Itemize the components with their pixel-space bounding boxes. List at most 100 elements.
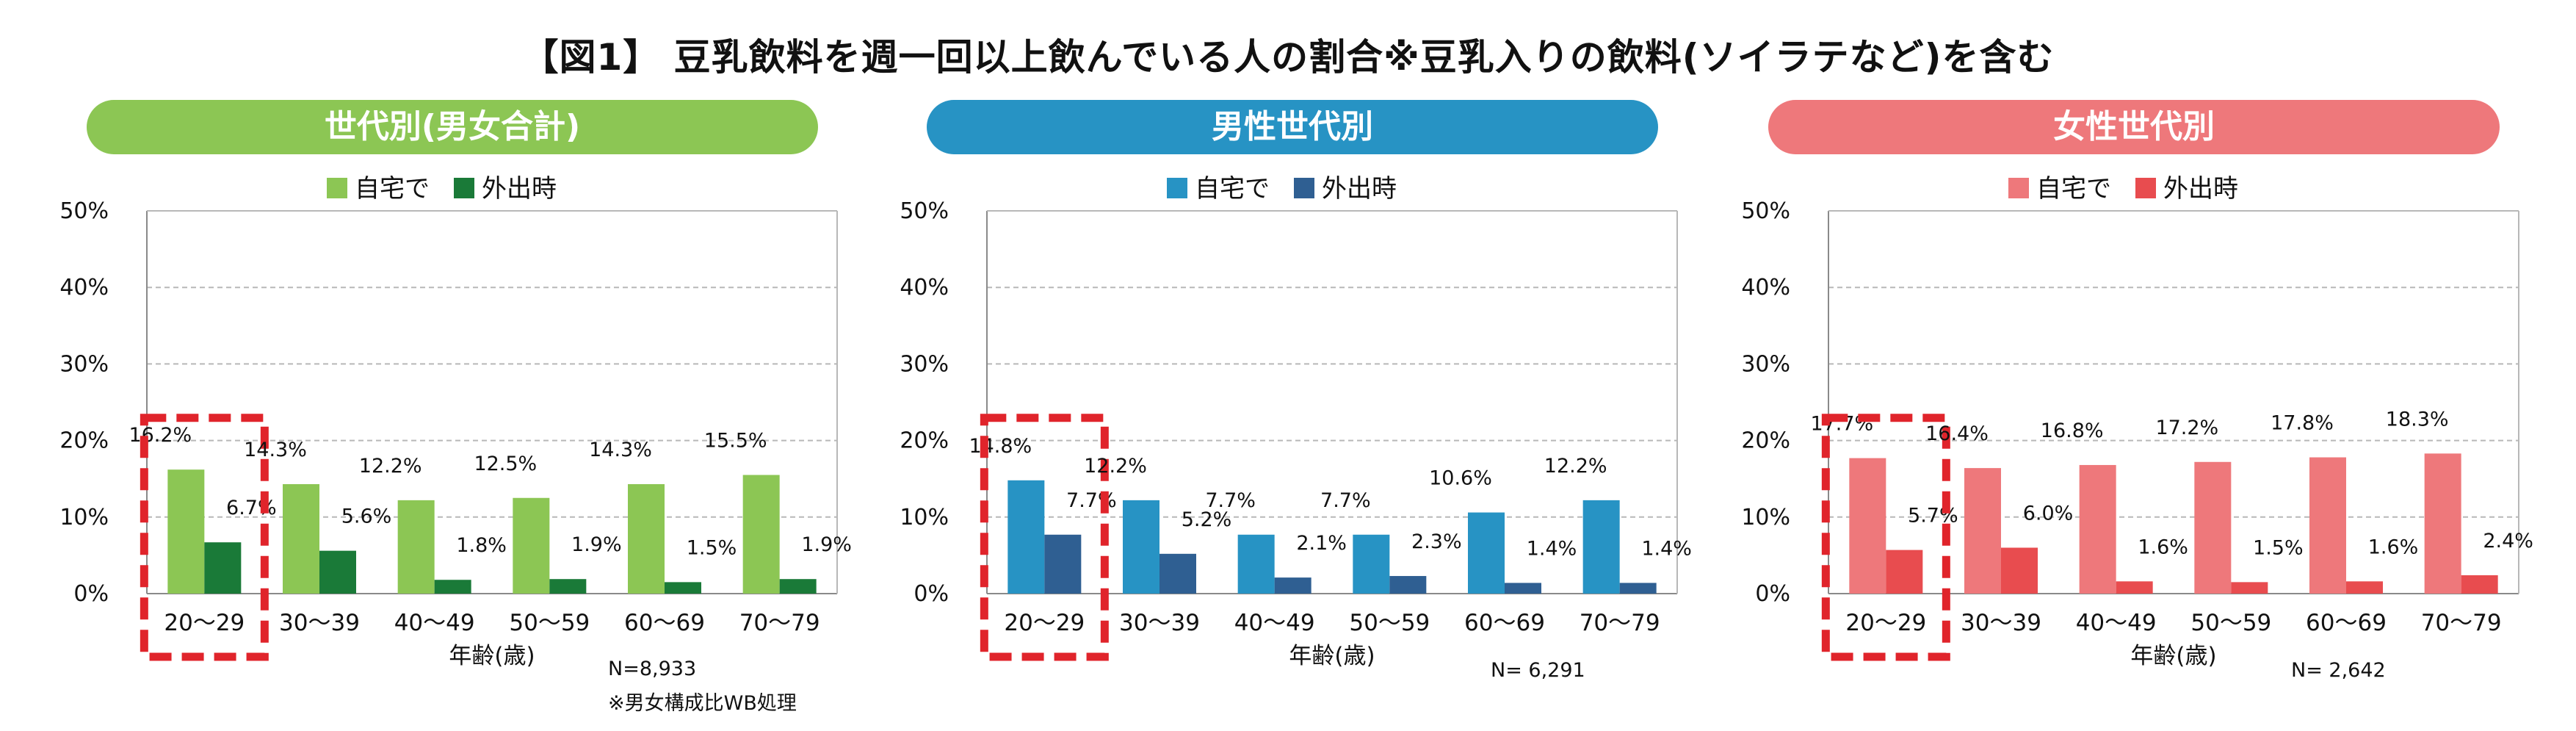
bar	[1468, 512, 1505, 594]
data-label: 18.3%	[2386, 408, 2449, 431]
bar	[2116, 581, 2153, 594]
bar	[779, 579, 817, 594]
y-tick-label: 0%	[73, 581, 109, 607]
x-tick-label: 40～49	[1234, 610, 1315, 636]
data-label: 10.6%	[1429, 467, 1492, 490]
legend-swatch	[2008, 178, 2029, 198]
y-tick-label: 30%	[1741, 351, 1790, 377]
y-tick-label: 40%	[900, 275, 949, 300]
chart-title-pill: 男性世代別	[927, 100, 1658, 154]
x-axis-label: 年齢(歳)	[449, 643, 535, 669]
bar	[1007, 480, 1045, 594]
data-label: 14.8%	[969, 435, 1032, 458]
y-tick-label: 0%	[913, 581, 949, 607]
chart-title-pill: 女性世代別	[1768, 100, 2500, 154]
data-label: 1.6%	[2368, 536, 2419, 558]
bar	[742, 475, 780, 594]
x-tick-label: 70～79	[2421, 610, 2502, 636]
bar	[1044, 534, 1082, 594]
bar	[2424, 453, 2461, 594]
data-label: 17.8%	[2271, 412, 2334, 435]
bar	[1505, 583, 1541, 594]
bar	[628, 483, 665, 594]
data-label: 5.2%	[1182, 508, 1232, 531]
data-label: 1.6%	[2138, 536, 2188, 558]
legend-swatch	[2135, 178, 2156, 198]
data-label: 16.4%	[1925, 422, 1989, 445]
y-tick-label: 0%	[1755, 581, 1790, 607]
data-label: 1.5%	[687, 536, 737, 559]
legend-swatch	[454, 178, 474, 198]
bar	[2231, 582, 2268, 594]
chart-title-pill: 世代別(男女合計)	[87, 100, 818, 154]
bar	[665, 582, 701, 594]
y-tick-label: 40%	[1741, 275, 1790, 300]
x-tick-label: 20～29	[164, 610, 245, 636]
data-label: 7.7%	[1205, 489, 1256, 512]
y-tick-label: 30%	[900, 351, 949, 377]
bar	[434, 580, 471, 594]
highlight-box	[1821, 414, 1950, 661]
x-tick-label: 70～79	[739, 610, 820, 636]
x-tick-label: 40～49	[394, 610, 475, 636]
data-label: 14.3%	[589, 439, 652, 461]
data-label: 2.4%	[2483, 530, 2533, 552]
y-tick-label: 10%	[1741, 505, 1790, 530]
weighting-note: ※男女構成比WB処理	[608, 692, 797, 715]
data-label: 15.5%	[704, 429, 767, 452]
data-label: 1.5%	[2253, 536, 2304, 559]
data-label: 7.7%	[1066, 489, 1117, 512]
x-tick-label: 50～59	[1349, 610, 1430, 636]
data-label: 2.1%	[1296, 532, 1347, 555]
y-tick-label: 40%	[59, 275, 109, 300]
bar	[1353, 534, 1390, 594]
bar	[204, 542, 242, 594]
data-label: 17.2%	[2155, 417, 2218, 439]
legend-swatch	[327, 178, 347, 198]
x-tick-label: 30～39	[279, 610, 360, 636]
bar	[283, 483, 319, 594]
x-tick-label: 50～59	[2190, 610, 2271, 636]
bar	[2001, 547, 2038, 594]
legend-label: 自宅で	[2036, 174, 2111, 204]
y-tick-label: 10%	[900, 505, 949, 530]
bar	[549, 579, 587, 594]
x-tick-label: 60～69	[1464, 610, 1545, 636]
bar	[1849, 458, 1886, 594]
x-tick-label: 30～39	[1961, 610, 2041, 636]
data-label: 1.4%	[1641, 537, 1692, 560]
bar-chart-male: 自宅で 外出時 0% 10% 20% 30% 40% 50% 14.8% 7.7% 20～29 12.…	[900, 174, 1692, 669]
data-label: 6.0%	[2023, 502, 2074, 525]
legend-label: 自宅で	[355, 174, 430, 204]
x-tick-label: 20～29	[1845, 610, 1926, 636]
data-label: 12.2%	[359, 455, 422, 478]
y-tick-label: 20%	[59, 428, 109, 454]
data-label: 5.7%	[1908, 505, 1958, 527]
data-label: 1.9%	[801, 533, 852, 556]
bar	[1389, 576, 1427, 594]
bar	[1964, 468, 2001, 594]
x-tick-label: 30～39	[1119, 610, 1200, 636]
main-title: 【図1】 豆乳飲料を週一回以上飲んでいる人の割合※豆乳入りの飲料(ソイラテなど)…	[521, 36, 2055, 79]
bar	[1619, 583, 1657, 594]
legend-swatch	[1167, 178, 1187, 198]
bar	[1582, 500, 1620, 594]
highlight-box	[140, 414, 269, 661]
y-tick-label: 20%	[900, 428, 949, 454]
legend-swatch	[1294, 178, 1314, 198]
legend-label: 自宅で	[1195, 174, 1270, 204]
bar	[2346, 581, 2383, 594]
data-label: 12.5%	[474, 453, 537, 475]
sample-size-note: N= 2,642	[2291, 659, 2386, 682]
y-tick-label: 50%	[1741, 198, 1790, 224]
y-tick-label: 20%	[1741, 428, 1790, 454]
bar	[2309, 457, 2346, 594]
bar	[513, 497, 550, 594]
data-label: 7.7%	[1320, 489, 1371, 512]
y-tick-label: 50%	[900, 198, 949, 224]
data-label: 6.7%	[226, 497, 277, 519]
data-label: 5.6%	[341, 505, 392, 528]
y-tick-label: 50%	[59, 198, 109, 224]
y-tick-label: 10%	[59, 505, 109, 530]
data-label: 14.3%	[244, 439, 307, 461]
